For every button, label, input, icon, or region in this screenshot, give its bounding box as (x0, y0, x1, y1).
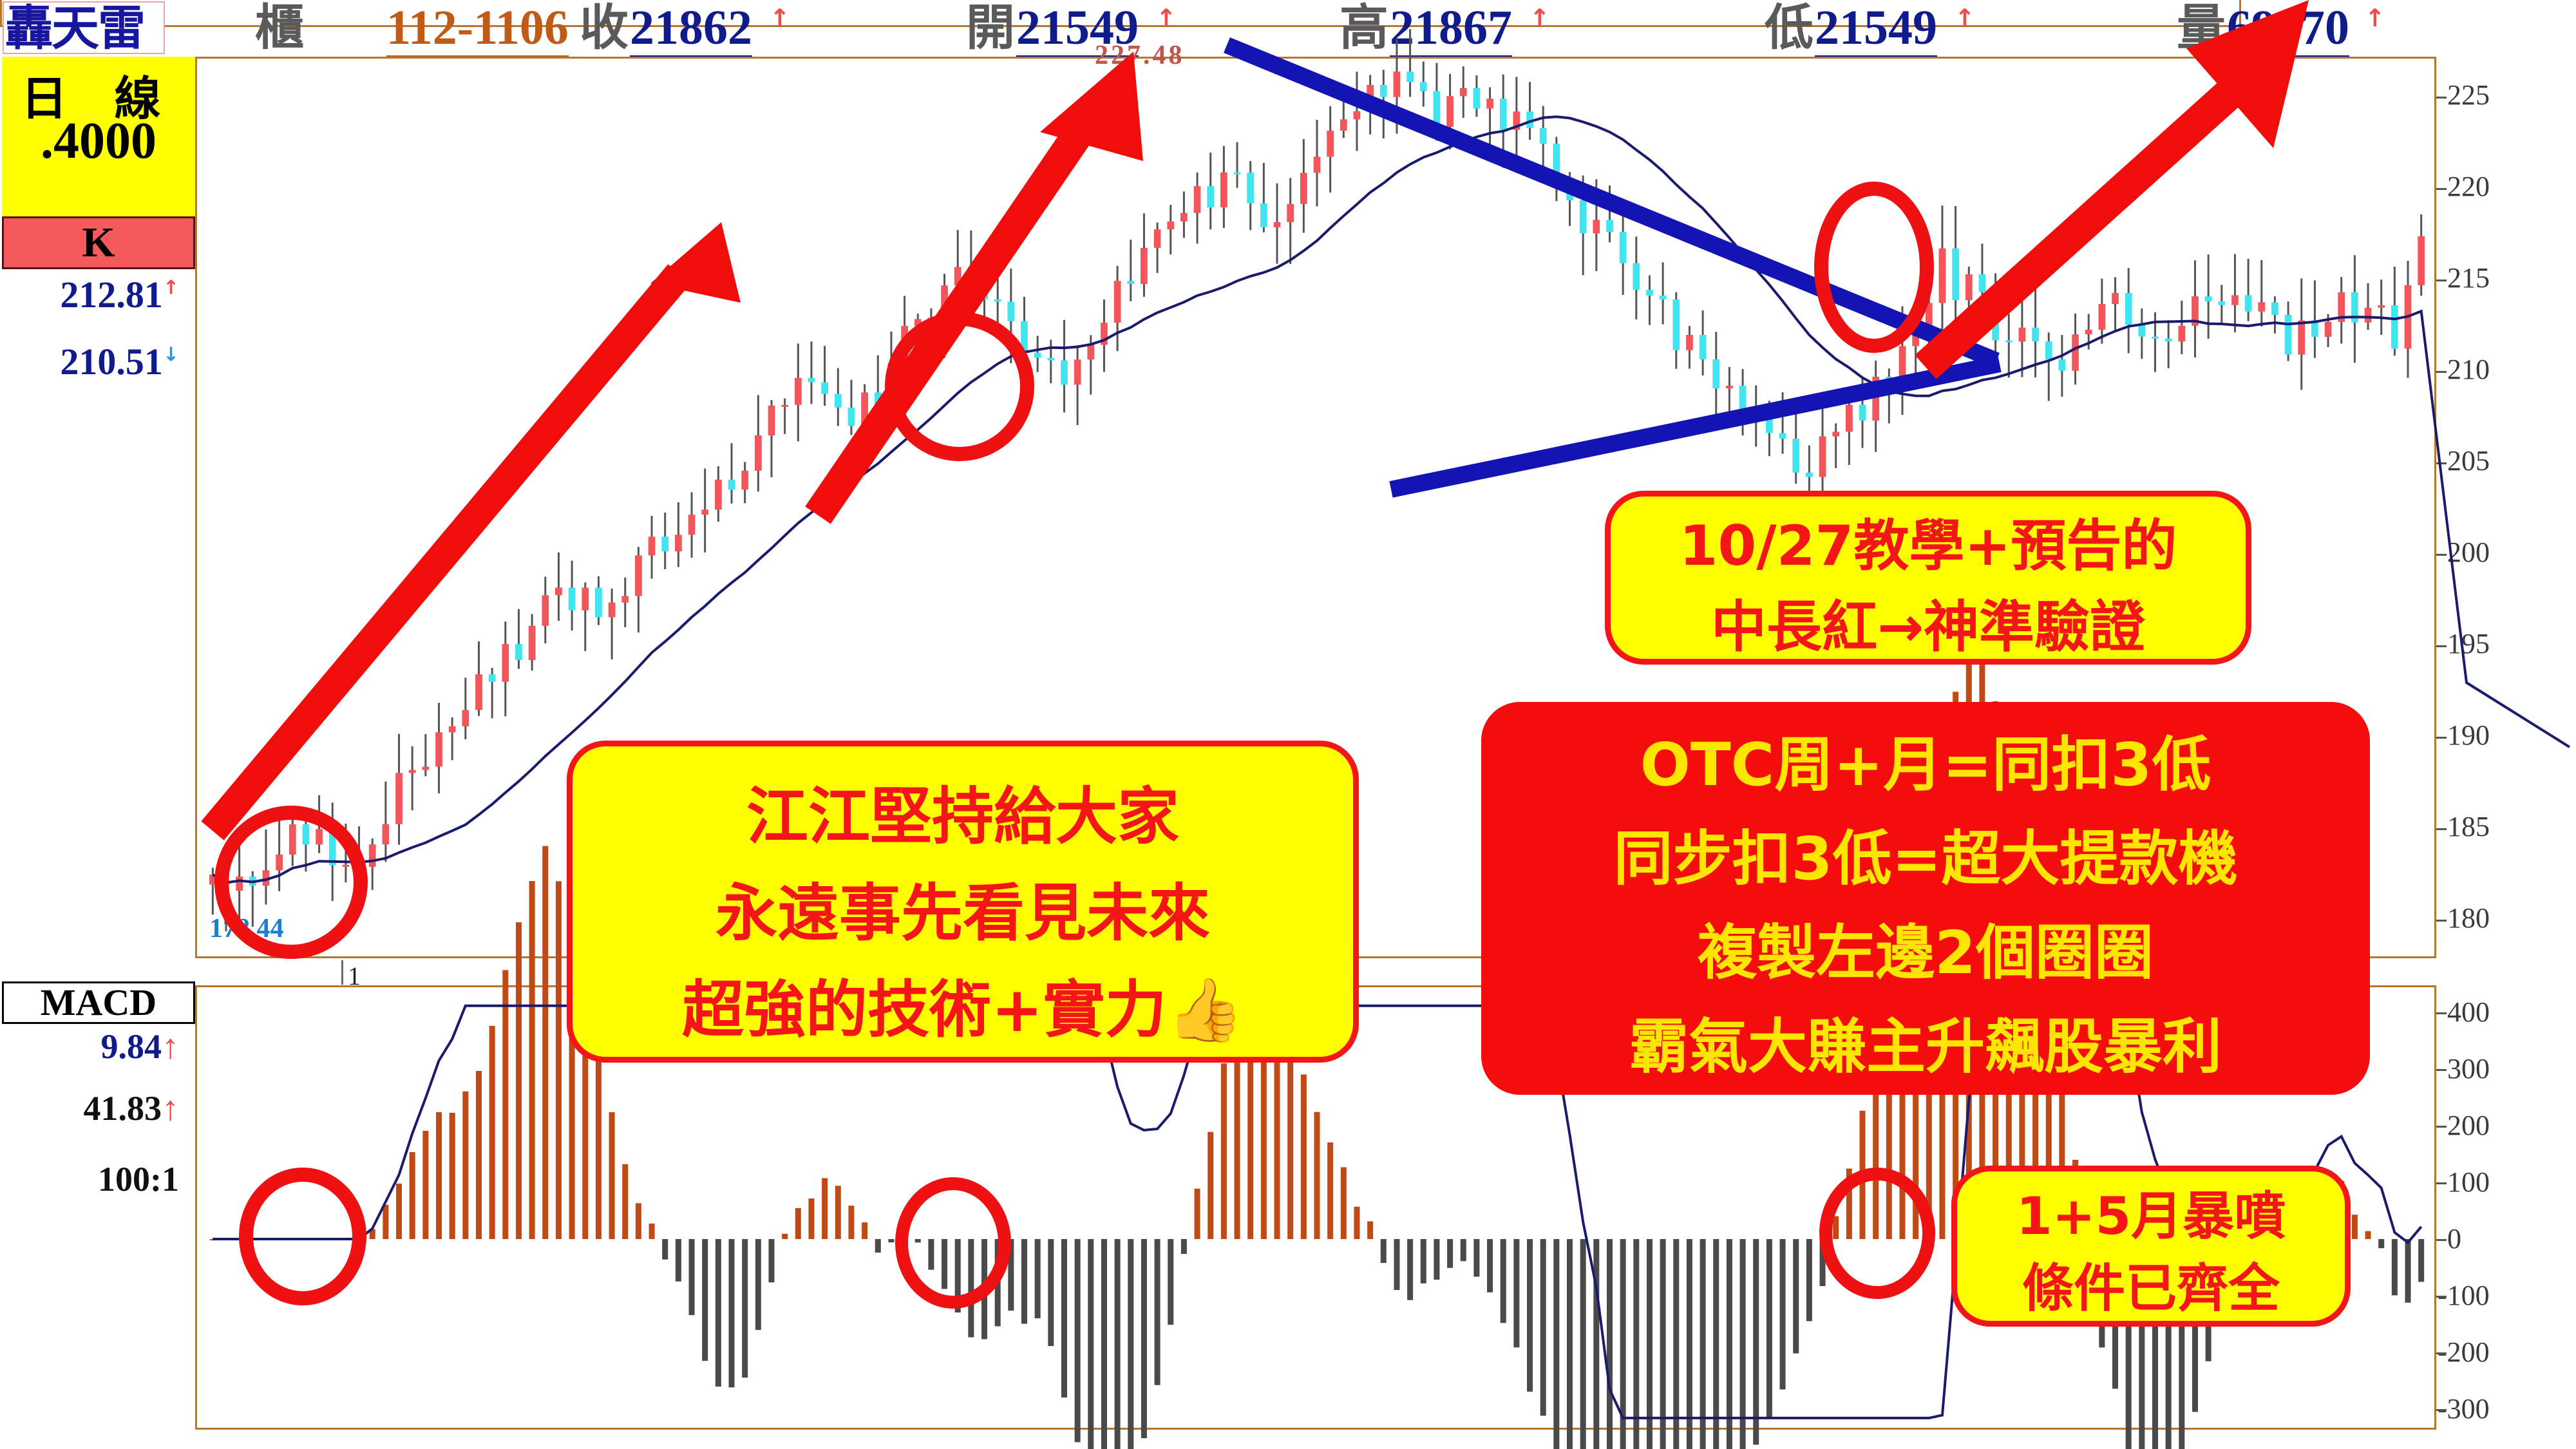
macd-axis-tick-mark (2436, 1296, 2447, 1298)
low-arrow-icon: ↑ (1955, 4, 1975, 32)
macd-ratio: 100:1 (98, 1160, 179, 1198)
price-axis-tick-mark (2436, 279, 2447, 281)
indicator-badge-label: K (82, 219, 115, 266)
macd-axis-tick: -300 (2438, 1393, 2490, 1425)
price-axis-tick: 190 (2447, 719, 2490, 751)
open-arrow-icon: ↑ (1156, 4, 1177, 32)
macd-axis-tick: 300 (2447, 1053, 2490, 1084)
macd-axis-tick: -100 (2438, 1280, 2490, 1311)
callout-big-red-line-1: OTC周+月=同扣3低 (1640, 730, 2211, 799)
macd-axis-tick-mark (2436, 1352, 2447, 1354)
price-axis-tick-mark (2436, 188, 2447, 190)
high-label: 高 (1340, 0, 1388, 56)
price-value-1-arrow-icon: ↑ (162, 276, 179, 299)
indicator-badge[interactable]: K (2, 216, 195, 269)
stock-name-box[interactable]: 轟天雷 (3, 1, 165, 54)
macd-value-1: 9.84↑ (0, 1027, 193, 1066)
high-value: 21867 (1390, 0, 1512, 61)
close-arrow-icon: ↑ (770, 4, 790, 32)
callout-big-red-line-2: 同步扣3低=超大提款機 (1613, 824, 2238, 893)
low-label: 低 (1765, 0, 1814, 56)
macd-axis-tick-mark (2436, 1012, 2447, 1014)
macd-value-2: 41.83↑ (0, 1088, 193, 1128)
macd-axis-tick-mark (2436, 1126, 2447, 1128)
macd-value-1-text: 9.84 (100, 1027, 162, 1066)
open-label: 開 (966, 0, 1015, 56)
macd-axis-tick: -200 (2438, 1336, 2490, 1368)
callout-bottom-right-line-2: 條件已齊全 (2022, 1258, 2280, 1318)
quote-date: 112-1106 (386, 0, 569, 61)
x-axis-tick: 1 (348, 961, 361, 990)
macd-axis-tick-mark (2436, 1069, 2447, 1071)
market-label: 櫃 (255, 0, 304, 56)
price-axis-tick: 215 (2447, 262, 2490, 294)
price-axis-tick: 225 (2447, 79, 2490, 111)
stock-name: 轟天雷 (5, 1, 146, 56)
macd-axis-tick: 200 (2447, 1110, 2490, 1141)
price-value-1: 212.81↑ (0, 273, 193, 316)
price-axis-tick: 220 (2447, 171, 2490, 202)
price-axis-tick-mark (2436, 371, 2447, 373)
macd-axis-tick-mark (2436, 1182, 2447, 1184)
callout-center[interactable]: 江江堅持給大家 永遠事先看見未來 超強的技術+實力👍 (567, 741, 1359, 1063)
macd-title-box[interactable]: MACD (2, 981, 195, 1024)
price-axis-tick: 200 (2447, 536, 2490, 568)
callout-center-line-3: 超強的技術+實力👍 (682, 974, 1244, 1046)
price-axis-tick: 205 (2447, 445, 2490, 477)
price-axis-tick: 210 (2447, 354, 2490, 385)
callout-big-red-line-3: 複製左邊2個圈圈 (1697, 918, 2154, 987)
macd-title: MACD (40, 981, 157, 1023)
macd-value-2-text: 41.83 (83, 1089, 162, 1128)
macd-axis-tick: 0 (2447, 1223, 2461, 1255)
period-high-label: 227.48 (1095, 41, 1185, 70)
macd-axis-tick: 400 (2447, 996, 2490, 1028)
price-axis-tick-mark (2436, 920, 2447, 922)
close-value: 21862 (630, 0, 752, 61)
callout-big-red[interactable]: OTC周+月=同扣3低 同步扣3低=超大提款機 複製左邊2個圈圈 霸氣大賺主升飆… (1481, 702, 2370, 1095)
scale-value: .4000 (41, 113, 156, 169)
x-axis-separator (341, 960, 343, 985)
callout-big-red-line-4: 霸氣大賺主升飆股暴利 (1629, 1012, 2222, 1081)
macd-axis-tick-mark (2436, 1409, 2447, 1411)
price-value-2: 210.51↓ (0, 340, 193, 383)
callout-bottom-right-line-1: 1+5月暴噴 (2016, 1186, 2286, 1246)
macd-value-2-arrow-icon: ↑ (162, 1089, 179, 1128)
price-axis-tick: 185 (2447, 811, 2490, 842)
volume-label: 量 (2177, 0, 2226, 56)
callout-top-right-line-2: 中長紅→神準驗證 (1710, 595, 2146, 659)
callout-center-line-2: 永遠事先看見未來 (715, 877, 1210, 949)
callout-bottom-right[interactable]: 1+5月暴噴 條件已齊全 (1951, 1166, 2351, 1327)
volume-value: 69770 (2227, 0, 2349, 61)
price-value-1-text: 212.81 (60, 274, 163, 316)
period-panel[interactable]: 日 線 .4000 (2, 57, 195, 216)
x-axis-strip (0, 0, 2241, 27)
macd-axis-tick: 100 (2447, 1166, 2490, 1198)
close-label: 收 (580, 0, 629, 56)
callout-center-line-1: 江江堅持給大家 (746, 781, 1179, 853)
price-value-2-text: 210.51 (60, 341, 163, 383)
price-axis-tick-mark (2436, 828, 2447, 830)
macd-axis-tick-mark (2436, 1239, 2447, 1241)
period-low-label: 178.44 (209, 914, 284, 943)
price-axis-tick-mark (2436, 645, 2447, 647)
price-axis-tick-mark (2436, 462, 2447, 464)
quote-header: 轟天雷 櫃 112-1106 收 21862 ↑ 開 21549 ↑ 高 218… (0, 0, 2576, 61)
high-arrow-icon: ↑ (1530, 4, 1550, 32)
price-axis-tick-mark (2436, 97, 2447, 99)
price-axis-tick-mark (2436, 737, 2447, 739)
price-value-2-arrow-icon: ↓ (162, 343, 179, 366)
macd-value-1-arrow-icon: ↑ (162, 1027, 179, 1066)
volume-arrow-icon: ↑ (2365, 4, 2385, 32)
price-axis-tick: 180 (2447, 902, 2490, 934)
callout-top-right[interactable]: 10/27教學+預告的 中長紅→神準驗證 (1605, 491, 2251, 665)
price-axis-tick: 195 (2447, 628, 2490, 659)
price-axis-tick-mark (2436, 554, 2447, 556)
low-value: 21549 (1815, 0, 1937, 61)
callout-top-right-line-1: 10/27教學+預告的 (1679, 514, 2177, 578)
period-label: 日 線 (21, 71, 176, 126)
